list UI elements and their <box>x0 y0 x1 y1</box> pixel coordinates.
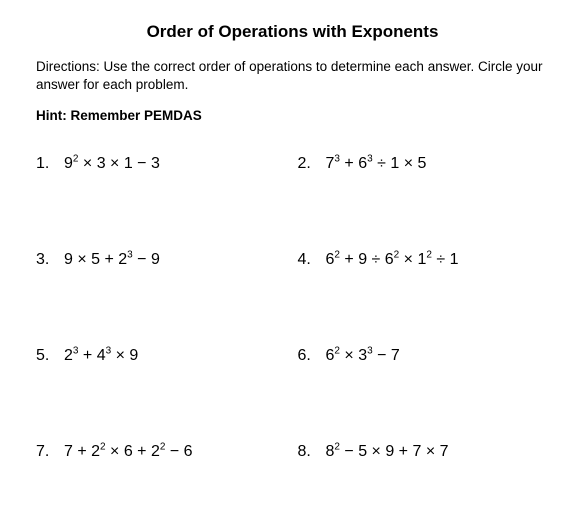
problem-expression: 7 + 22 × 6 + 22 − 6 <box>64 443 193 461</box>
problem-row: 8.82 − 5 × 9 + 7 × 7 <box>298 443 550 461</box>
problem-number: 1. <box>36 155 64 173</box>
worksheet-title: Order of Operations with Exponents <box>36 22 549 42</box>
problem-expression: 82 − 5 × 9 + 7 × 7 <box>326 443 449 461</box>
exponent: 3 <box>367 346 373 357</box>
problem-row: 2.73 + 63 ÷ 1 × 5 <box>298 155 550 173</box>
problems-grid: 1.92 × 3 × 1 − 3 2.73 + 63 ÷ 1 × 5 3.9 × 5… <box>36 155 549 461</box>
exponent: 2 <box>334 442 340 453</box>
problem-row: 1.92 × 3 × 1 − 3 <box>36 155 288 173</box>
exponent: 2 <box>394 250 400 261</box>
problem-number: 8. <box>298 443 326 461</box>
problem-expression: 73 + 63 ÷ 1 × 5 <box>326 155 427 173</box>
exponent: 2 <box>426 250 432 261</box>
problem-expression: 9 × 5 + 23 − 9 <box>64 251 160 269</box>
problem-expression: 62 × 33 − 7 <box>326 347 400 365</box>
exponent: 3 <box>73 346 79 357</box>
problem-row: 7.7 + 22 × 6 + 22 − 6 <box>36 443 288 461</box>
problem-number: 3. <box>36 251 64 269</box>
problem-expression: 23 + 43 × 9 <box>64 347 138 365</box>
hint-text: Hint: Remember PEMDAS <box>36 108 549 123</box>
exponent: 2 <box>100 442 106 453</box>
exponent: 3 <box>334 154 340 165</box>
exponent: 3 <box>106 346 112 357</box>
exponent: 2 <box>73 154 79 165</box>
problem-number: 4. <box>298 251 326 269</box>
exponent: 2 <box>160 442 166 453</box>
problem-row: 6.62 × 33 − 7 <box>298 347 550 365</box>
exponent: 2 <box>334 250 340 261</box>
exponent: 2 <box>334 346 340 357</box>
problem-number: 6. <box>298 347 326 365</box>
problem-row: 5.23 + 43 × 9 <box>36 347 288 365</box>
problem-number: 5. <box>36 347 64 365</box>
problem-expression: 92 × 3 × 1 − 3 <box>64 155 160 173</box>
problem-number: 2. <box>298 155 326 173</box>
directions-text: Directions: Use the correct order of ope… <box>36 58 549 94</box>
problem-row: 4.62 + 9 ÷ 62 × 12 ÷ 1 <box>298 251 550 269</box>
problem-expression: 62 + 9 ÷ 62 × 12 ÷ 1 <box>326 251 459 269</box>
problem-row: 3.9 × 5 + 23 − 9 <box>36 251 288 269</box>
exponent: 3 <box>367 154 373 165</box>
exponent: 3 <box>127 250 133 261</box>
problem-number: 7. <box>36 443 64 461</box>
